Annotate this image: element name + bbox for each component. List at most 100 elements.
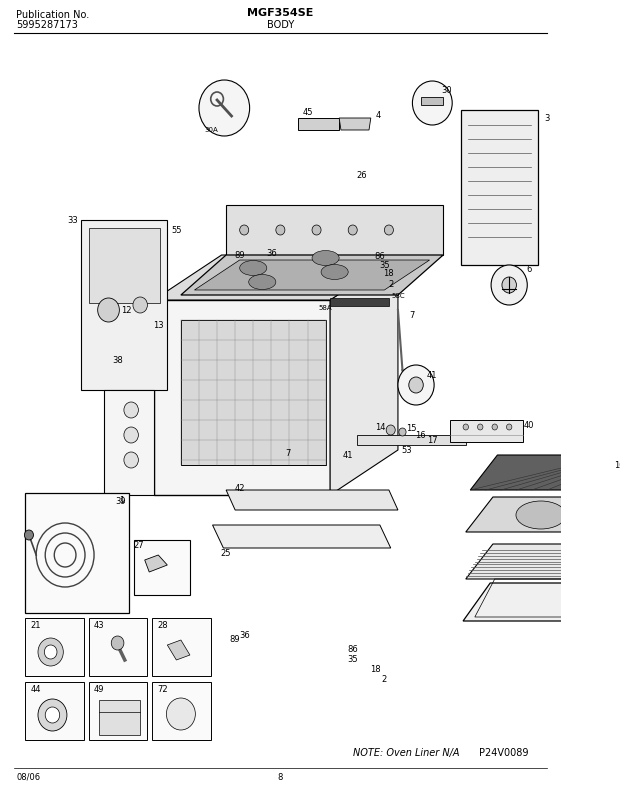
Text: NOTE: Oven Liner N/A: NOTE: Oven Liner N/A	[353, 748, 459, 758]
Circle shape	[386, 425, 395, 435]
Text: 8: 8	[278, 773, 283, 782]
Circle shape	[98, 298, 120, 322]
Text: 21: 21	[31, 622, 42, 630]
Circle shape	[492, 424, 497, 430]
Polygon shape	[144, 555, 167, 572]
Text: 5995287173: 5995287173	[16, 20, 78, 30]
Ellipse shape	[312, 250, 339, 266]
Text: BODY: BODY	[267, 20, 294, 30]
Text: 44: 44	[31, 686, 42, 694]
Text: 38: 38	[112, 356, 123, 365]
Text: 27: 27	[133, 541, 144, 551]
Text: MGF354SE: MGF354SE	[247, 8, 314, 18]
Bar	[461, 110, 538, 265]
Circle shape	[491, 265, 527, 305]
Text: 35: 35	[379, 260, 390, 270]
Circle shape	[166, 698, 195, 730]
Bar	[298, 118, 339, 130]
Text: 2: 2	[388, 279, 393, 289]
Text: 1: 1	[120, 495, 125, 504]
Text: 40: 40	[524, 421, 534, 429]
Bar	[89, 618, 148, 676]
Text: 7: 7	[409, 311, 414, 320]
Polygon shape	[466, 497, 619, 532]
Text: 86: 86	[374, 252, 385, 260]
Text: 12: 12	[122, 305, 132, 315]
Ellipse shape	[516, 501, 565, 529]
Bar	[99, 700, 140, 735]
Ellipse shape	[240, 260, 267, 275]
Text: 30: 30	[441, 85, 452, 95]
Circle shape	[111, 636, 124, 650]
Text: 10: 10	[614, 461, 620, 469]
Bar	[152, 618, 211, 676]
Bar	[25, 493, 130, 613]
Text: Publication No.: Publication No.	[16, 10, 89, 20]
Text: P24V0089: P24V0089	[479, 748, 529, 758]
Text: 86: 86	[347, 645, 358, 655]
Text: 13: 13	[153, 320, 164, 330]
Text: 43: 43	[94, 622, 105, 630]
Text: 89: 89	[234, 250, 245, 260]
Text: 41: 41	[343, 451, 353, 459]
Circle shape	[124, 402, 138, 418]
Polygon shape	[471, 455, 615, 490]
Polygon shape	[466, 544, 619, 579]
Ellipse shape	[249, 275, 276, 290]
Circle shape	[24, 530, 33, 540]
Circle shape	[399, 428, 406, 436]
Bar	[181, 320, 326, 465]
Circle shape	[502, 277, 516, 293]
Circle shape	[199, 80, 250, 136]
Circle shape	[412, 81, 452, 125]
Bar	[330, 298, 389, 306]
Text: 08/06: 08/06	[16, 773, 40, 782]
Circle shape	[124, 452, 138, 468]
Polygon shape	[226, 490, 398, 510]
Text: 4: 4	[376, 110, 381, 119]
Circle shape	[463, 424, 469, 430]
Ellipse shape	[321, 264, 348, 279]
Text: 72: 72	[157, 686, 168, 694]
Text: 53: 53	[402, 446, 412, 454]
Text: 36: 36	[266, 249, 277, 257]
Text: 30A: 30A	[205, 127, 218, 133]
Text: 58A: 58A	[319, 305, 332, 311]
Polygon shape	[463, 583, 620, 621]
Polygon shape	[339, 118, 371, 130]
Circle shape	[240, 225, 249, 235]
Text: 18: 18	[384, 270, 394, 279]
Circle shape	[348, 225, 357, 235]
Circle shape	[398, 365, 434, 405]
Circle shape	[124, 427, 138, 443]
Circle shape	[133, 297, 148, 313]
Polygon shape	[167, 640, 190, 660]
Text: 41: 41	[427, 371, 438, 380]
Circle shape	[384, 225, 394, 235]
Text: 89: 89	[230, 635, 241, 645]
Bar	[450, 420, 523, 442]
Circle shape	[45, 707, 60, 723]
Circle shape	[477, 424, 483, 430]
Bar	[89, 228, 160, 303]
Text: eReplacementParts.com: eReplacementParts.com	[213, 395, 348, 405]
Circle shape	[312, 225, 321, 235]
Text: 39: 39	[115, 496, 126, 506]
Bar	[104, 390, 154, 495]
Text: 28: 28	[157, 622, 168, 630]
Text: 45: 45	[303, 107, 312, 117]
Text: 7: 7	[285, 448, 290, 458]
Text: 15: 15	[406, 424, 417, 432]
Text: 42: 42	[234, 484, 245, 492]
Bar	[357, 435, 466, 445]
Circle shape	[409, 377, 423, 393]
Circle shape	[276, 225, 285, 235]
Polygon shape	[226, 205, 443, 255]
Text: 26: 26	[356, 170, 367, 180]
Text: 17: 17	[427, 436, 438, 444]
Text: 18: 18	[370, 665, 381, 675]
Text: 2: 2	[382, 675, 387, 685]
Text: 3: 3	[544, 114, 550, 122]
Text: 14: 14	[374, 422, 385, 432]
Text: 35: 35	[347, 656, 358, 664]
